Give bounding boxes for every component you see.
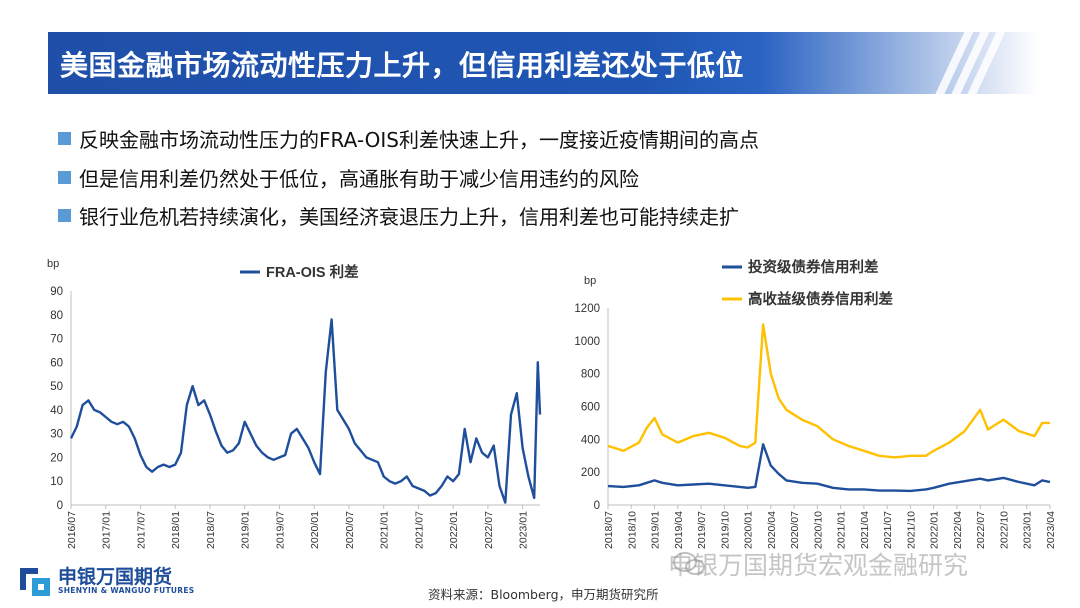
x-tick-label: 2019/10 (719, 511, 731, 549)
y-tick-label: 200 (581, 467, 600, 479)
legend-label: FRA-OIS 利差 (266, 263, 359, 281)
x-tick-label: 2020/01 (743, 511, 755, 549)
watermark-text: 申银万国期货宏观金融研究 (668, 551, 969, 580)
x-tick-label: 2019/01 (240, 511, 252, 549)
logo-name-en: SHENYIN & WANGUO FUTURES (58, 586, 195, 595)
y-tick-label: 1000 (574, 336, 600, 348)
x-tick-label: 2020/10 (812, 511, 824, 549)
x-tick-label: 2019/01 (650, 511, 662, 549)
y-tick-label: 90 (50, 286, 63, 298)
y-tick-label: 0 (57, 500, 63, 512)
y-tick-label: 70 (50, 334, 63, 346)
y-tick-label: 800 (581, 369, 600, 381)
y-tick-label: 20 (50, 452, 63, 464)
series-line (607, 323, 1050, 459)
x-tick-label: 2021/10 (905, 511, 917, 549)
x-tick-label: 2022/01 (929, 511, 941, 549)
y-tick-label: 0 (594, 500, 600, 512)
series-line (69, 318, 542, 504)
bullet-text: 银行业危机若持续演化，美国经济衰退压力上升，信用利差也可能持续走扩 (79, 205, 739, 229)
bullet-text: 但是信用利差仍然处于低位，高通胀有助于减少信用违约的风险 (79, 167, 639, 191)
y-tick-label: 10 (50, 476, 63, 488)
x-tick-label: 2020/07 (344, 511, 356, 549)
source-note: 资料来源：Bloomberg，申万期货研究所 (428, 587, 659, 602)
y-tick-label: 30 (50, 429, 63, 441)
y-tick-label: 80 (50, 310, 63, 322)
x-tick-label: 2022/07 (483, 511, 495, 549)
x-tick-label: 2022/04 (952, 511, 964, 549)
y-tick-label: 40 (50, 405, 63, 417)
page-title: 美国金融市场流动性压力上升，但信用利差还处于低位 (60, 49, 745, 82)
x-tick-label: 2022/07 (975, 511, 987, 549)
y-tick-label: 400 (581, 434, 600, 446)
x-tick-label: 2020/04 (766, 511, 778, 549)
x-tick-label: 2022/10 (998, 511, 1010, 549)
y-tick-label: 600 (581, 402, 600, 414)
bullet-square-icon (58, 132, 71, 145)
x-tick-label: 2023/04 (1045, 511, 1057, 549)
x-tick-label: 2021/04 (859, 511, 871, 549)
y-axis-unit: bp (47, 258, 59, 270)
bullet-item: 但是信用利差仍然处于低位，高通胀有助于减少信用违约的风险 (58, 163, 639, 192)
x-tick-label: 2021/01 (379, 511, 391, 549)
company-logo: 申银万国期货 SHENYIN & WANGUO FUTURES (18, 560, 194, 604)
x-tick-label: 2023/01 (1022, 511, 1034, 549)
wechat-icon (673, 552, 705, 575)
y-axis-unit: bp (584, 275, 596, 287)
x-tick-label: 2017/07 (135, 511, 147, 549)
x-tick-label: 2018/10 (626, 511, 638, 549)
x-tick-label: 2018/07 (603, 511, 615, 549)
bullet-item: 银行业危机若持续演化，美国经济衰退压力上升，信用利差也可能持续走扩 (58, 201, 739, 230)
logo-name-cn: 申银万国期货 (58, 566, 173, 588)
bullet-square-icon (58, 171, 71, 184)
x-tick-label: 2021/07 (882, 511, 894, 549)
x-tick-label: 2020/07 (789, 511, 801, 549)
logo-mark-icon (20, 568, 50, 596)
fra-ois-chart: bp 0 10 20 30 40 50 60 70 80 90 2016/07 2017/01 2017/… (47, 258, 542, 549)
x-tick-label: 2021/07 (413, 511, 425, 549)
y-tick-label: 1200 (574, 303, 600, 315)
x-tick-label: 2020/01 (309, 511, 321, 549)
legend-label: 高收益级债券信用利差 (748, 290, 893, 308)
credit-spread-chart: bp 0 200 400 600 800 1000 1200 2018/07 2018/10 201… (574, 258, 1057, 549)
bullet-item: 反映金融市场流动性压力的FRA-OIS利差快速上升，一度接近疫情期间的高点 (58, 124, 759, 153)
x-tick-label: 2021/01 (836, 511, 848, 549)
bullet-square-icon (58, 209, 71, 222)
x-tick-label: 2018/01 (170, 511, 182, 549)
y-tick-label: 60 (50, 357, 63, 369)
x-tick-label: 2019/07 (696, 511, 708, 549)
x-tick-label: 2019/04 (673, 511, 685, 549)
x-tick-label: 2017/01 (101, 511, 113, 549)
x-tick-label: 2016/07 (66, 511, 78, 549)
x-tick-label: 2023/01 (518, 511, 530, 549)
legend-label: 投资级债券信用利差 (748, 258, 879, 276)
x-tick-label: 2019/07 (274, 511, 286, 549)
x-tick-label: 2022/01 (448, 511, 460, 549)
y-tick-label: 50 (50, 381, 63, 393)
series-line (607, 443, 1051, 493)
bullet-text: 反映金融市场流动性压力的FRA-OIS利差快速上升，一度接近疫情期间的高点 (79, 128, 759, 152)
title-bar: 美国金融市场流动性压力上升，但信用利差还处于低位 (48, 32, 1038, 94)
x-tick-label: 2018/07 (205, 511, 217, 549)
